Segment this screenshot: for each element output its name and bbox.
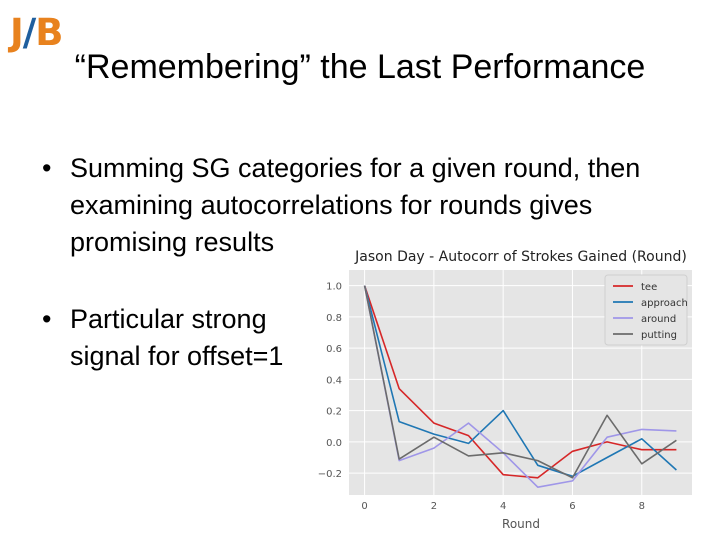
- series-lines: [363, 285, 677, 488]
- bullet-item: Particular strong signal for offset=1: [42, 301, 320, 375]
- series-line-approach: [363, 285, 677, 478]
- y-tick-label: 1.0: [326, 282, 342, 293]
- bullet-list: Summing SG categories for a given round,…: [42, 150, 700, 375]
- bullet-item: Summing SG categories for a given round,…: [42, 150, 700, 261]
- logo-b: B: [35, 11, 63, 54]
- x-tick-label: 8: [639, 501, 645, 512]
- y-tick-label: 0.2: [326, 407, 342, 418]
- y-tick-label: 0.0: [326, 438, 342, 449]
- logo-j: J: [10, 11, 24, 54]
- series-line-tee: [363, 285, 677, 479]
- series-line-putting: [363, 285, 677, 479]
- x-tick-label: 6: [569, 501, 575, 512]
- chart-svg: Jason Day - Autocorr of Strokes Gained (…: [318, 249, 692, 531]
- legend-label-approach: approach: [641, 298, 688, 309]
- autocorr-chart: Jason Day - Autocorr of Strokes Gained (…: [305, 243, 715, 533]
- legend-label-putting: putting: [641, 330, 677, 341]
- y-tick-label: 0.4: [326, 375, 342, 386]
- legend: tee approach around putting: [604, 274, 688, 346]
- x-tick-label: 0: [361, 501, 367, 512]
- grid-lines: [349, 270, 692, 495]
- series-line-around: [363, 285, 677, 488]
- y-tick-label: −0.2: [318, 469, 342, 480]
- y-tick-label: 0.8: [326, 313, 342, 324]
- axis-ticks: −0.2 0.0 0.2 0.4 0.6 0.8 1.0 0 2 4 6 8: [318, 282, 645, 512]
- legend-box: [604, 274, 688, 346]
- jb-logo: J/B: [10, 11, 64, 54]
- chart-title: Jason Day - Autocorr of Strokes Gained (…: [354, 249, 687, 265]
- x-axis-label: Round: [502, 517, 540, 531]
- y-tick-label: 0.6: [326, 344, 342, 355]
- legend-label-around: around: [641, 314, 676, 325]
- x-tick-label: 4: [500, 501, 506, 512]
- logo-slash: /: [22, 11, 36, 54]
- legend-label-tee: tee: [641, 282, 657, 293]
- x-tick-label: 2: [431, 501, 437, 512]
- slide-title: “Remembering” the Last Performance: [74, 48, 646, 86]
